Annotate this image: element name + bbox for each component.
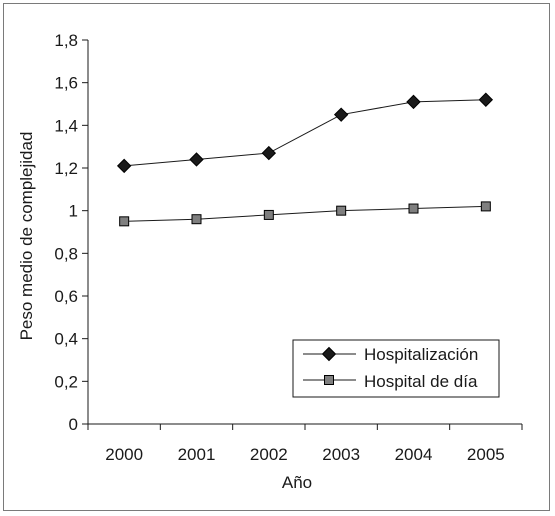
data-point-1-4: [408, 203, 419, 214]
y-tick-label: 1,8: [54, 31, 78, 50]
data-point-1-0: [119, 216, 130, 227]
data-point-0-1: [189, 152, 204, 167]
legend-label-hospital-de-dia: Hospital de día: [364, 372, 478, 391]
x-ticks: 2000 2001 2002 2003 2004 2005: [87, 424, 523, 464]
x-tick-label: 2000: [105, 445, 143, 464]
y-tick-label: 1: [69, 202, 78, 221]
legend-label-hospitalizacion: Hospitalización: [364, 345, 478, 364]
chart-frame: [3, 3, 550, 511]
x-tick-label: 2005: [467, 445, 505, 464]
y-tick-label: 1,6: [54, 74, 78, 93]
y-tick-label: 1,4: [54, 116, 78, 135]
x-axis-label: Año: [282, 473, 312, 492]
data-point-1-2: [263, 209, 274, 220]
series-line-0: [124, 99, 486, 167]
y-tick-label: 0,4: [54, 330, 78, 349]
x-tick-label: 2004: [395, 445, 433, 464]
y-tick-label: 0,2: [54, 372, 78, 391]
x-tick-label: 2003: [322, 445, 360, 464]
y-axis-label: Peso medio de complejidad: [17, 132, 36, 341]
x-tick-label: 2001: [178, 445, 216, 464]
legend-marker-0: [321, 346, 337, 362]
legend: Hospitalización Hospital de día: [292, 339, 500, 398]
data-point-0-2: [261, 145, 277, 161]
y-tick-label: 1,2: [54, 159, 78, 178]
data-point-1-3: [336, 205, 347, 216]
y-tick-label: 0: [69, 415, 78, 434]
y-tick-label: 0,6: [54, 287, 78, 306]
x-tick-label: 2002: [250, 445, 288, 464]
data-point-0-3: [333, 107, 349, 122]
y-tick-label: 0,8: [54, 244, 78, 263]
legend-marker-1: [324, 375, 334, 385]
series-line-1: [124, 205, 486, 222]
data-point-1-5: [480, 201, 491, 212]
series-group: [116, 92, 494, 227]
y-ticks: 0 0,2 0,4 0,6 0,8 1 1,2 1,4 1,6 1,8: [54, 31, 88, 434]
data-point-1-1: [191, 214, 202, 225]
data-point-0-4: [406, 94, 421, 110]
data-point-0-5: [478, 92, 494, 107]
data-point-0-0: [116, 158, 132, 174]
